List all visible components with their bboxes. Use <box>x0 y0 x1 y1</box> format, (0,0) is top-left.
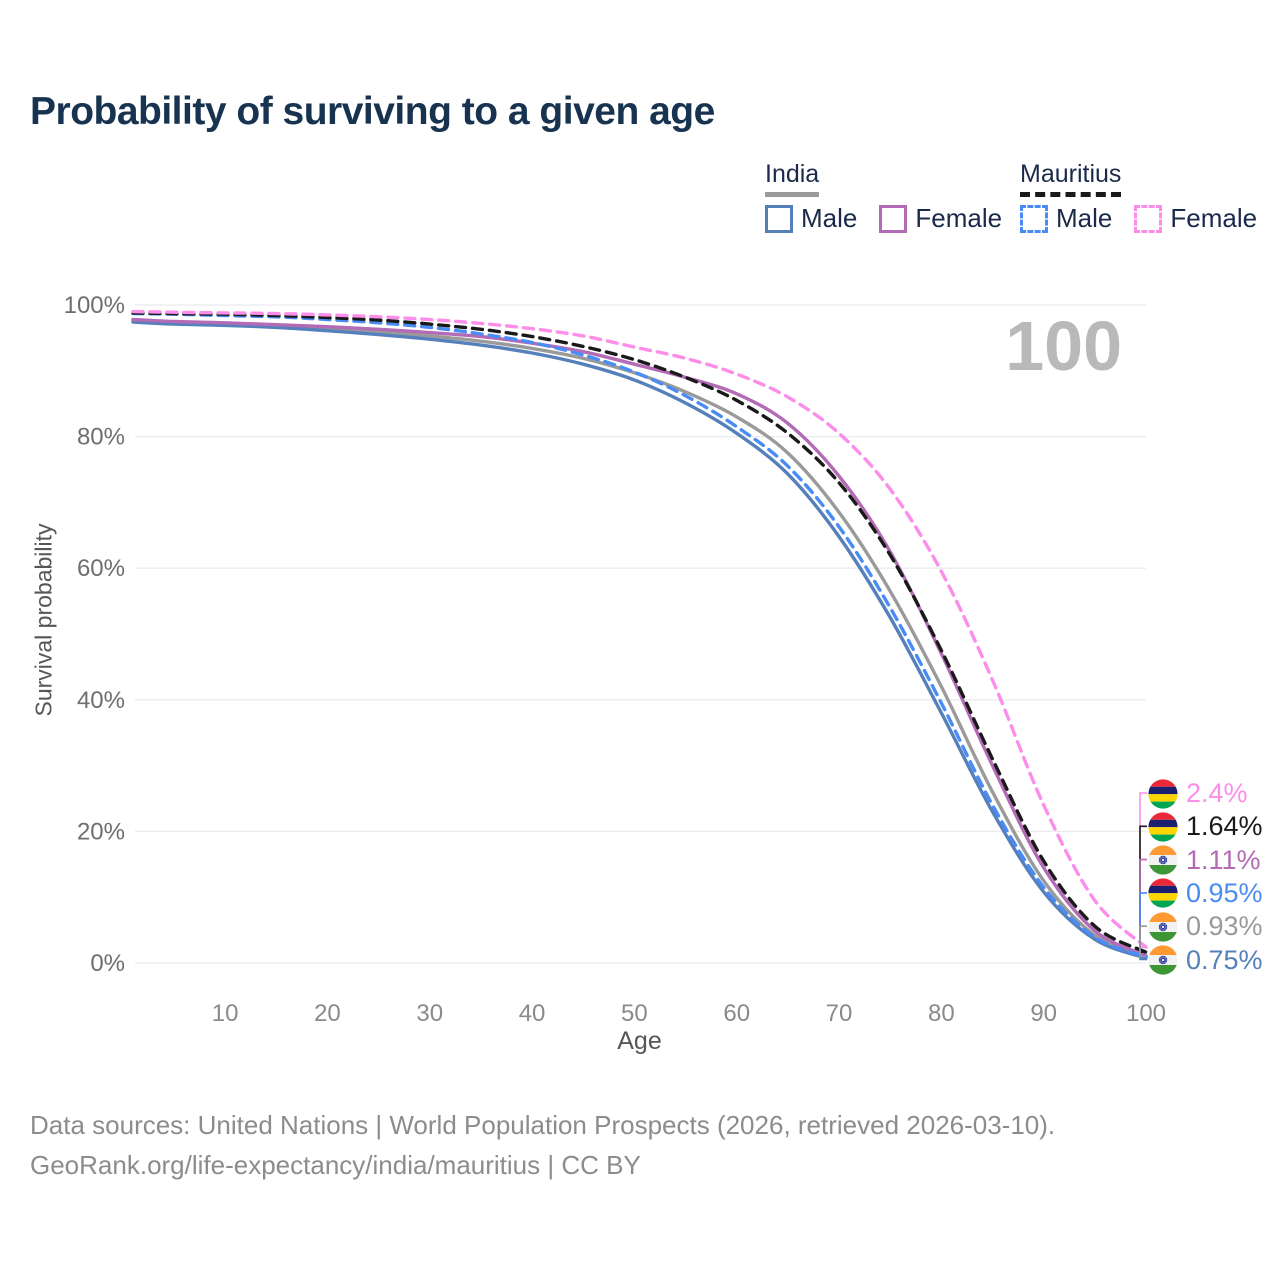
x-tick-label: 90 <box>1030 1000 1057 1027</box>
line-mauritius-male[interactable] <box>131 311 1148 959</box>
legend-swatch-india-male[interactable] <box>765 204 793 233</box>
end-label-connector <box>1139 792 1147 948</box>
x-axis-label: Age <box>617 1027 661 1055</box>
line-india-female[interactable] <box>131 317 1148 958</box>
y-tick-label: 20% <box>77 818 125 845</box>
end-label-connector <box>1139 957 1147 961</box>
end-label-connector <box>1139 825 1147 953</box>
legend-swatch-mauritius-male[interactable] <box>1020 204 1048 233</box>
footer-line-2: GeoRank.org/life-expectancy/india/maurit… <box>30 1150 641 1181</box>
end-label-value: 0.95% <box>1186 877 1263 908</box>
end-label-row: 0.93% <box>1148 911 1263 942</box>
footer-source-text: Data sources: United Nations | World Pop… <box>30 1105 1180 1186</box>
end-label-row: 0.75% <box>1148 945 1263 976</box>
x-tick-label: 10 <box>212 1000 239 1027</box>
x-tick-label: 80 <box>928 1000 955 1027</box>
x-tick-label: 50 <box>621 1000 648 1027</box>
end-label-row: 1.64% <box>1148 811 1263 842</box>
end-label-value: 0.93% <box>1186 911 1263 942</box>
end-label-row: 1.11% <box>1148 845 1261 876</box>
legend-title-mauritius: Mauritius <box>1020 160 1122 197</box>
india-flag-icon <box>1148 912 1178 942</box>
y-axis-label: Survival probability <box>30 523 57 717</box>
y-tick-label: 100% <box>64 292 125 319</box>
x-tick-label: 60 <box>723 1000 750 1027</box>
line-mauritius-female[interactable] <box>131 309 1148 949</box>
x-tick-label: 30 <box>416 1000 443 1027</box>
mauritius-flag-icon <box>1148 778 1178 809</box>
legend-group-india: India Male Female <box>765 160 1016 234</box>
line-india-male[interactable] <box>131 320 1148 960</box>
x-tick-label: 70 <box>826 1000 853 1027</box>
page-title: Probability of surviving to a given age <box>30 90 715 133</box>
end-label-row: 0.95% <box>1148 878 1263 909</box>
end-label-value: 0.75% <box>1186 944 1263 975</box>
line-india-total[interactable] <box>131 319 1148 959</box>
legend-label-mauritius-male[interactable]: Male <box>1056 203 1113 233</box>
legend-label-india-male[interactable]: Male <box>801 203 858 233</box>
end-label-connector <box>1139 925 1147 958</box>
end-label-value: 2.4% <box>1186 778 1248 808</box>
y-tick-label: 0% <box>90 950 125 977</box>
mauritius-flag-icon <box>1148 812 1178 842</box>
legend: India Male Female Mauritius Male Female <box>0 160 1280 240</box>
legend-label-india-female[interactable]: Female <box>915 203 1003 233</box>
legend-label-mauritius-female[interactable]: Female <box>1170 203 1258 233</box>
x-tick-label: 20 <box>314 1000 341 1027</box>
mauritius-flag-icon <box>1148 878 1178 908</box>
india-flag-icon <box>1148 845 1178 875</box>
end-label-value: 1.11% <box>1186 844 1261 875</box>
legend-title-india: India <box>765 160 820 197</box>
end-label-value: 1.64% <box>1186 811 1263 842</box>
y-tick-label: 80% <box>77 424 125 451</box>
line-mauritius-total[interactable] <box>131 311 1148 954</box>
legend-group-mauritius: Mauritius Male Female <box>1020 160 1271 234</box>
end-label-row: 2.4% <box>1148 778 1248 809</box>
watermark-age: 100 <box>1005 307 1122 385</box>
legend-swatch-mauritius-female[interactable] <box>1134 204 1163 233</box>
india-flag-icon <box>1148 945 1178 975</box>
y-tick-label: 60% <box>77 555 125 582</box>
x-tick-label: 100 <box>1126 1000 1166 1027</box>
footer-line-1: Data sources: United Nations | World Pop… <box>30 1110 1056 1140</box>
y-tick-label: 40% <box>77 687 125 714</box>
x-tick-label: 40 <box>519 1000 546 1027</box>
legend-swatch-india-female[interactable] <box>879 204 908 233</box>
